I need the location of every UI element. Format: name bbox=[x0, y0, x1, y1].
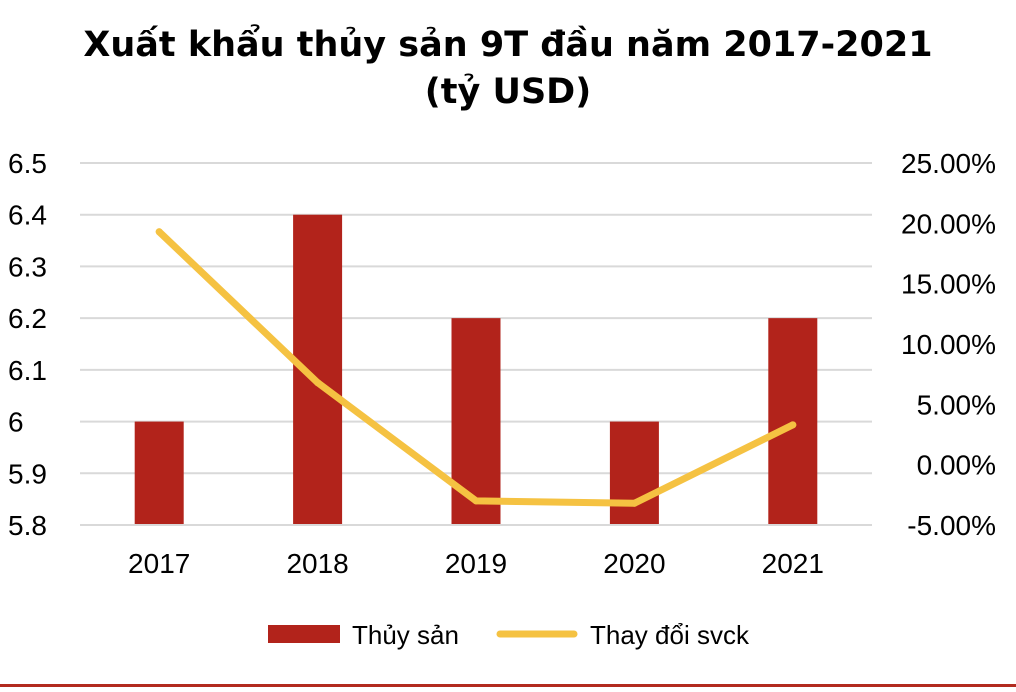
left-axis: 6.5 6.4 6.3 6.2 6.1 6 5.9 5.8 bbox=[8, 148, 47, 541]
right-axis-tick-label: 15.00% bbox=[901, 269, 996, 300]
line-point-2019 bbox=[472, 497, 480, 505]
chart-title-line-1: Xuất khẩu thủy sản 9T đầu năm 2017-2021 bbox=[83, 25, 933, 65]
legend-swatch-bar bbox=[268, 625, 340, 643]
right-axis-tick-label: 10.00% bbox=[901, 329, 996, 360]
left-axis-tick-label: 6 bbox=[8, 407, 24, 438]
line-point-2021 bbox=[789, 421, 797, 429]
line-point-2020 bbox=[630, 499, 638, 507]
bar-2020 bbox=[609, 421, 659, 525]
right-axis-tick-label: 25.00% bbox=[901, 148, 996, 179]
left-axis-tick-label: 6.2 bbox=[8, 303, 47, 334]
left-axis-tick-label: 6.4 bbox=[8, 200, 47, 231]
line-point-2017 bbox=[155, 228, 163, 236]
right-axis-tick-label: 0.00% bbox=[917, 450, 996, 481]
legend: Thủy sản Thay đổi svck bbox=[268, 620, 750, 650]
left-axis-tick-label: 5.8 bbox=[8, 510, 47, 541]
legend-label-bar: Thủy sản bbox=[352, 620, 459, 650]
left-axis-tick-label: 6.3 bbox=[8, 251, 47, 282]
right-axis: 25.00% 20.00% 15.00% 10.00% 5.00% 0.00% -5.00% bbox=[901, 148, 996, 541]
right-axis-tick-label: 20.00% bbox=[901, 208, 996, 239]
x-axis: 2017 2018 2019 2020 2021 bbox=[80, 524, 872, 579]
line-point-2018 bbox=[314, 379, 322, 387]
x-axis-tick-label: 2020 bbox=[603, 548, 665, 579]
chart-title: Xuất khẩu thủy sản 9T đầu năm 2017-2021 … bbox=[0, 22, 1016, 116]
x-axis-tick-label: 2017 bbox=[128, 548, 190, 579]
left-axis-tick-label: 5.9 bbox=[8, 458, 47, 489]
x-axis-tick-label: 2018 bbox=[286, 548, 348, 579]
bottom-divider bbox=[0, 684, 1016, 687]
chart-title-line-2: (tỷ USD) bbox=[424, 72, 592, 112]
legend-label-line: Thay đổi svck bbox=[590, 620, 750, 650]
right-axis-tick-label: -5.00% bbox=[907, 510, 996, 541]
x-axis-tick-label: 2019 bbox=[445, 548, 507, 579]
left-axis-tick-label: 6.5 bbox=[8, 148, 47, 179]
left-axis-tick-label: 6.1 bbox=[8, 355, 47, 386]
bar-2019 bbox=[451, 318, 501, 525]
bar-2017 bbox=[134, 421, 184, 525]
x-axis-tick-label: 2021 bbox=[762, 548, 824, 579]
right-axis-tick-label: 5.00% bbox=[917, 389, 996, 420]
line-series bbox=[155, 228, 797, 507]
